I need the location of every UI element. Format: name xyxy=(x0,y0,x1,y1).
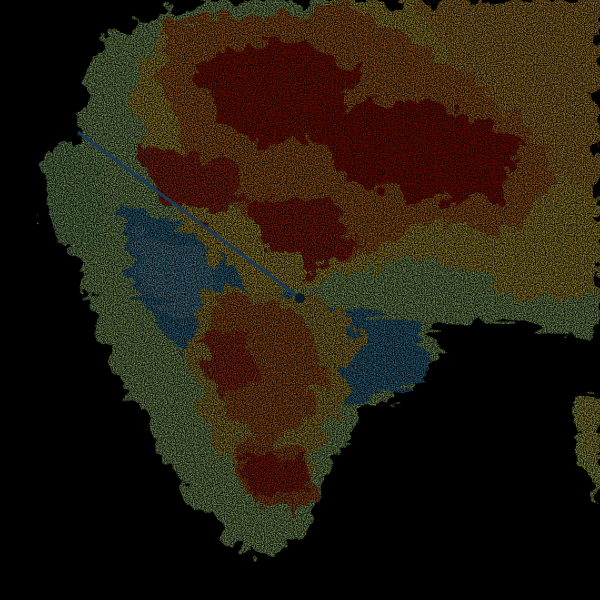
radial-artifact xyxy=(77,130,301,300)
echo-field xyxy=(0,0,600,560)
gaps xyxy=(0,0,600,520)
radar-site xyxy=(295,293,305,303)
red-zone xyxy=(140,40,520,495)
